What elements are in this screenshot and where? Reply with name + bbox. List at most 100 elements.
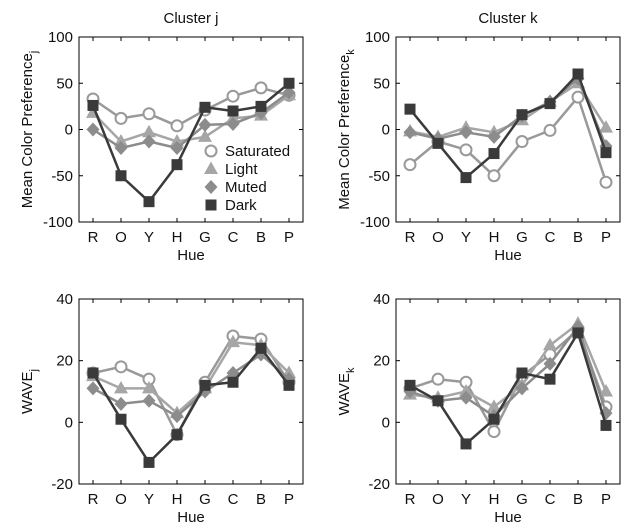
data-point-muted-g xyxy=(515,381,529,396)
x-tick-label-p: P xyxy=(284,491,294,508)
axes-frame xyxy=(395,36,621,223)
data-point-dark-g xyxy=(516,367,528,379)
data-point-saturated-c xyxy=(543,123,557,137)
y-tick-label: 0 xyxy=(65,122,73,139)
data-point-light-o xyxy=(114,380,128,394)
y-tick-label: -100 xyxy=(43,214,73,231)
data-point-dark-y xyxy=(143,456,155,468)
x-tick-label-o: O xyxy=(115,229,127,246)
y-tick-label: -50 xyxy=(51,168,73,185)
series-dark xyxy=(87,77,295,208)
x-tick-label-r: R xyxy=(88,229,99,246)
data-point-muted-o xyxy=(114,396,128,411)
data-point-saturated-b xyxy=(571,90,585,104)
data-point-light-o xyxy=(114,134,128,147)
data-point-dark-c xyxy=(227,105,239,117)
y-tick-label: 0 xyxy=(382,122,390,139)
y-axis-label-main: WAVE xyxy=(336,373,353,416)
y-axis-label: WAVEj xyxy=(19,369,40,414)
y-tick-label: -20 xyxy=(51,476,73,493)
y-axis-label: Mean Color Preferencek xyxy=(336,49,357,210)
y-tick-label: 20 xyxy=(373,353,390,370)
x-tick-label-y: Y xyxy=(144,229,154,246)
data-point-muted-g xyxy=(198,117,212,132)
y-axis-label-subscript: k xyxy=(345,367,357,373)
data-point-dark-y xyxy=(460,172,472,184)
x-tick-label-y: Y xyxy=(461,229,471,246)
y-tick-label: -100 xyxy=(360,214,390,231)
data-point-dark-p xyxy=(600,147,612,159)
axes-frame xyxy=(78,298,304,485)
data-point-saturated-c xyxy=(226,89,240,103)
data-point-muted-r xyxy=(86,381,100,396)
data-point-saturated-h xyxy=(487,425,501,439)
series-line-dark xyxy=(91,347,290,464)
y-axis-label: Mean Color Preferencej xyxy=(19,51,40,209)
x-tick-label-c: C xyxy=(228,491,239,508)
x-tick-label-g: G xyxy=(516,491,528,508)
data-point-light-c xyxy=(543,337,557,351)
x-tick-label-h: H xyxy=(489,229,500,246)
x-tick-label-b: B xyxy=(573,491,583,508)
data-point-dark-c xyxy=(544,373,556,385)
axes-frame xyxy=(78,36,304,223)
y-tick-label: 50 xyxy=(373,75,390,92)
panel-title: Cluster j xyxy=(163,10,218,27)
x-tick-label-h: H xyxy=(489,491,500,508)
data-point-dark-b xyxy=(572,68,584,80)
data-point-saturated-r xyxy=(403,158,417,172)
data-point-saturated-o xyxy=(431,372,445,386)
x-axis-label: Hue xyxy=(177,247,205,264)
y-tick-label: 0 xyxy=(382,414,390,431)
x-axis-label: Hue xyxy=(177,509,205,526)
y-axis-label-subscript: j xyxy=(28,51,40,54)
data-point-saturated-y xyxy=(142,107,156,121)
data-point-dark-g xyxy=(199,101,211,113)
legend-label-muted: Muted xyxy=(225,179,267,196)
legend-label-saturated: Saturated xyxy=(225,143,290,160)
data-point-dark-b xyxy=(255,342,267,354)
y-axis-label-main: WAVE xyxy=(19,371,36,414)
data-point-muted-r xyxy=(86,122,100,137)
data-point-saturated-h xyxy=(170,119,184,133)
x-tick-label-g: G xyxy=(199,491,211,508)
data-point-dark-h xyxy=(488,413,500,425)
x-tick-label-p: P xyxy=(601,229,611,246)
y-tick-label: 40 xyxy=(373,291,390,308)
data-point-saturated-h xyxy=(487,169,501,183)
data-point-dark-y xyxy=(143,196,155,208)
y-tick-label: 50 xyxy=(56,75,73,92)
data-point-dark-r xyxy=(404,379,416,391)
data-point-light-c xyxy=(226,334,240,348)
data-point-dark-p xyxy=(600,419,612,431)
data-point-light-y xyxy=(142,124,156,138)
x-tick-label-c: C xyxy=(545,491,556,508)
data-point-dark-g xyxy=(199,379,211,391)
data-point-dark-b xyxy=(255,100,267,112)
y-axis-label: WAVEk xyxy=(336,367,357,416)
x-axis-label: Hue xyxy=(494,509,522,526)
series-line-dark xyxy=(409,331,608,446)
data-point-light-p xyxy=(599,120,613,133)
x-tick-label-g: G xyxy=(199,229,211,246)
x-tick-label-p: P xyxy=(601,491,611,508)
x-tick-label-b: B xyxy=(256,491,266,508)
series-dark xyxy=(87,342,295,468)
data-point-muted-r xyxy=(403,125,417,140)
data-point-dark-b xyxy=(572,327,584,339)
data-point-muted-c xyxy=(543,356,557,371)
y-tick-label: -20 xyxy=(368,476,390,493)
x-tick-label-b: B xyxy=(573,229,583,246)
x-tick-label-o: O xyxy=(432,491,444,508)
data-point-dark-y xyxy=(460,438,472,450)
x-tick-label-g: G xyxy=(516,229,528,246)
data-point-saturated-b xyxy=(254,81,268,95)
data-point-muted-o xyxy=(114,141,128,155)
panel-cluster-k-preference: -100 -50 0 50 100 R O Y H G C B P Hue Mean Color Prefe… xyxy=(336,10,621,264)
panel-cluster-j-wave: -20 0 20 40 R O Y H G C B P Hue WAVEj xyxy=(19,291,304,526)
panel-cluster-k-wave: -20 0 20 40 R O Y H G C B P Hue WAVEk xyxy=(336,291,621,526)
x-tick-label-o: O xyxy=(115,491,127,508)
data-point-dark-o xyxy=(432,137,444,149)
y-axis-label-main: Mean Color Preference xyxy=(336,55,353,210)
